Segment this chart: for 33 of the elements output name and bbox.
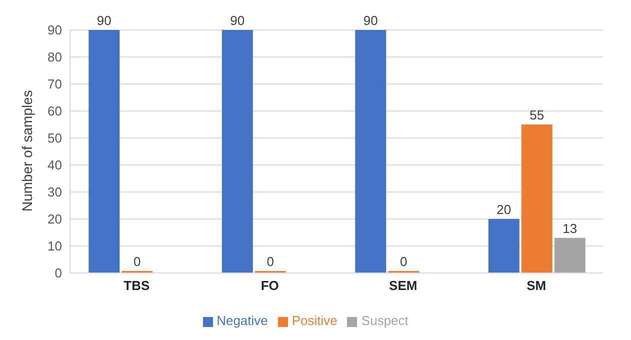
data-label: 0 <box>134 254 141 269</box>
legend-label: Suspect <box>361 313 408 328</box>
y-tick-label: 20 <box>48 212 62 227</box>
y-tick-label: 90 <box>48 22 62 38</box>
data-label: 20 <box>496 202 512 217</box>
y-tick-label: 10 <box>48 238 62 254</box>
x-tick-label: TBS <box>124 278 150 294</box>
x-tick-label: SEM <box>389 278 418 294</box>
y-tick-label: 50 <box>48 130 62 146</box>
data-label: 90 <box>96 13 112 28</box>
bar <box>554 238 586 273</box>
bar <box>488 219 520 273</box>
data-label: 90 <box>363 13 378 28</box>
bar <box>222 30 253 273</box>
y-tick-label: 0 <box>54 266 62 281</box>
data-label: 0 <box>400 254 408 269</box>
data-label: 90 <box>230 13 245 28</box>
bar <box>88 30 120 273</box>
y-axis-title: Number of samples <box>18 90 35 212</box>
x-tick-label: FO <box>260 278 279 294</box>
legend-label: Positive <box>292 313 338 328</box>
x-tick-label: SM <box>526 278 546 294</box>
y-tick-label: 30 <box>48 184 62 200</box>
data-label: 13 <box>562 220 578 236</box>
bar <box>355 30 386 273</box>
y-tick-label: 70 <box>48 76 62 92</box>
data-label: 0 <box>266 254 274 269</box>
y-tick-label: 40 <box>48 158 62 173</box>
y-tick-label: 80 <box>48 50 62 65</box>
y-tick-label: 60 <box>48 104 62 119</box>
bar <box>521 124 552 273</box>
data-label: 55 <box>530 108 544 122</box>
legend-label: Negative <box>216 313 268 328</box>
